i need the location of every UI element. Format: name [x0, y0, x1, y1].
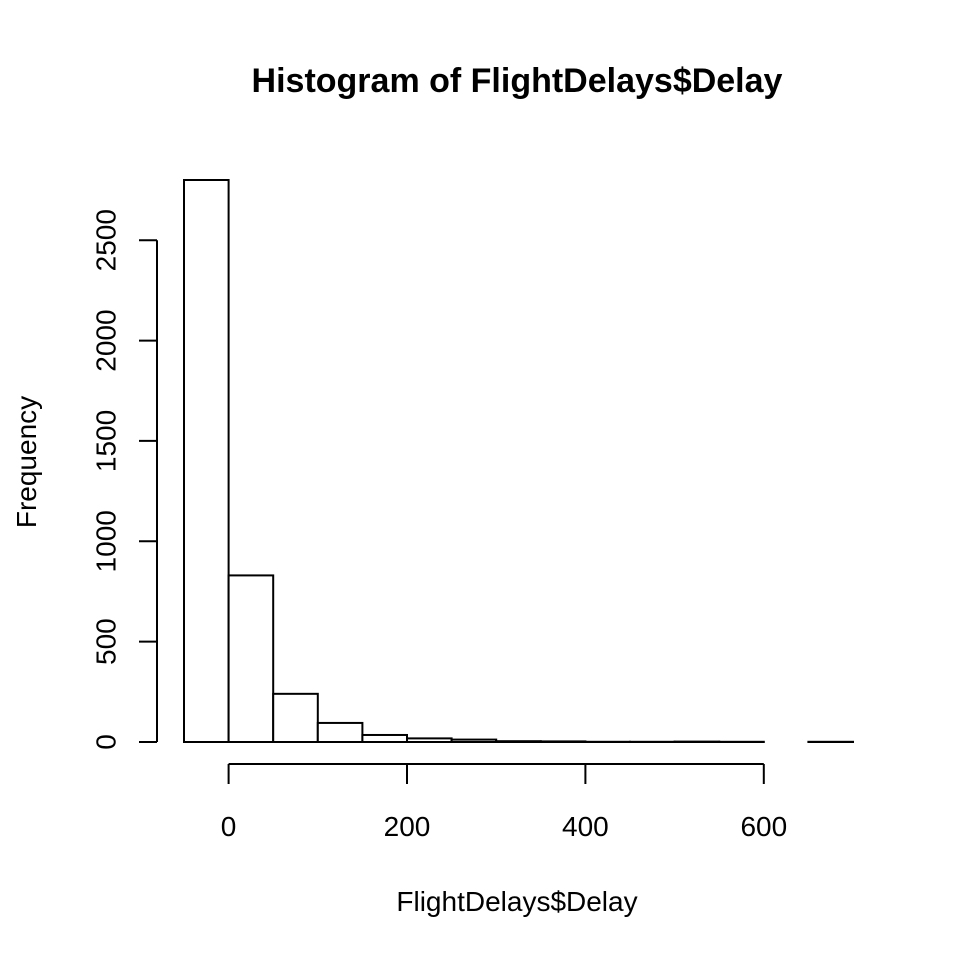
- y-tick-label: 500: [90, 618, 121, 665]
- x-tick-label: 400: [562, 811, 609, 842]
- histogram-bar: [406, 737, 453, 744]
- x-tick-label: 600: [740, 811, 787, 842]
- x-tick-label: 0: [221, 811, 237, 842]
- histogram-bar: [183, 179, 230, 743]
- x-tick-label: 200: [384, 811, 431, 842]
- histogram-bar: [272, 692, 319, 743]
- x-axis: 0 200 400 600: [221, 763, 787, 842]
- chart-title: Histogram of FlightDelays$Delay: [252, 62, 783, 100]
- x-axis-label: FlightDelays$Delay: [396, 886, 637, 917]
- histogram-bar: [539, 740, 587, 743]
- y-axis: 0 500 1000 1500 2000 2500: [90, 209, 158, 750]
- y-tick-label: 2500: [90, 209, 121, 271]
- histogram-bar: [316, 721, 364, 743]
- y-tick-label: 2000: [90, 309, 121, 371]
- y-tick-label: 1000: [90, 510, 121, 572]
- histogram-bar: [227, 574, 275, 744]
- y-axis-label: Frequency: [11, 396, 42, 528]
- y-tick-label: 0: [90, 734, 121, 750]
- y-tick-label: 1500: [90, 410, 121, 472]
- bars-group: [183, 179, 855, 744]
- histogram-bar: [361, 733, 408, 743]
- histogram-bar: [450, 738, 498, 744]
- histogram-bar: [495, 740, 542, 744]
